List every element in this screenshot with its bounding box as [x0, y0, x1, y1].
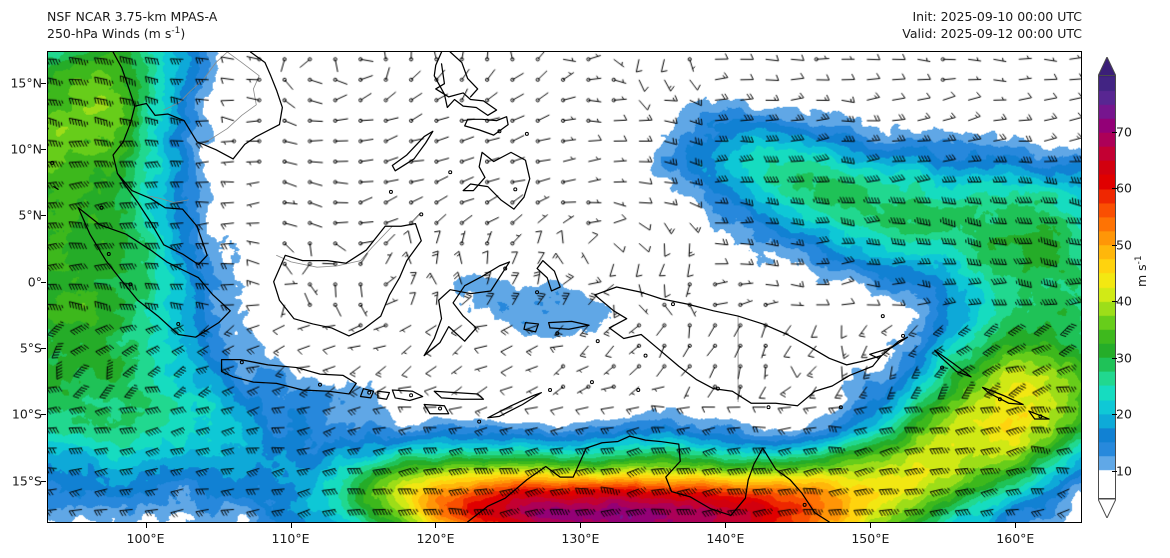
colorbar-tick-label-4: 50: [1116, 237, 1132, 253]
lon-tick-label-2: 120°E: [416, 531, 455, 546]
colorbar-tick-mark-6: [1112, 131, 1117, 133]
init-time-label: Init: 2025-09-10 00:00 UTC: [912, 9, 1082, 24]
title-line-1: NSF NCAR 3.75-km MPAS-A: [47, 9, 218, 24]
lon-tick-label-1: 110°E: [271, 531, 310, 546]
lon-tick-mark-1: [290, 523, 292, 528]
colorbar[interactable]: [1098, 57, 1116, 518]
colorbar-tick-label-5: 60: [1116, 180, 1132, 196]
lat-tick-label-2: 5°N: [18, 207, 42, 223]
colorbar-tick-label-3: 40: [1116, 293, 1132, 309]
lat-tick-mark-5: [41, 414, 46, 416]
lat-tick-label-1: 10°N: [10, 141, 42, 157]
map-plot-area[interactable]: [47, 51, 1082, 523]
colorbar-under-arrow: [1098, 499, 1116, 518]
lat-tick-mark-3: [41, 281, 46, 283]
lat-tick-mark-4: [41, 347, 46, 349]
lon-tick-mark-4: [725, 523, 727, 528]
lon-tick-mark-3: [580, 523, 582, 528]
title-line-2: 250-hPa Winds (m s-1): [47, 25, 186, 41]
figure-title: NSF NCAR 3.75-km MPAS-A 250-hPa Winds (m …: [47, 8, 217, 42]
colorbar-tick-label-2: 30: [1116, 350, 1132, 366]
colorbar-tick-label-6: 70: [1116, 124, 1132, 140]
lat-tick-mark-6: [41, 480, 46, 482]
lat-tick-label-5: 10°S: [11, 406, 42, 422]
colorbar-gradient: [1098, 75, 1116, 499]
colorbar-tick-label-0: 10: [1116, 463, 1132, 479]
colorbar-unit-label: m s-1: [1133, 255, 1149, 287]
colorbar-over-arrow: [1098, 57, 1116, 76]
lon-tick-label-3: 130°E: [561, 531, 600, 546]
colorbar-tick-label-1: 20: [1116, 406, 1132, 422]
lat-tick-label-6: 15°S: [11, 473, 42, 489]
colorbar-tick-mark-0: [1112, 470, 1117, 472]
longitude-axis: 100°E 110°E 120°E 130°E 140°E 150°E 160°E: [0, 527, 1170, 557]
valid-time-label: Valid: 2025-09-12 00:00 UTC: [902, 26, 1082, 41]
lon-tick-mark-5: [870, 523, 872, 528]
lon-tick-mark-6: [1015, 523, 1017, 528]
lat-tick-mark-2: [41, 215, 46, 217]
colorbar-tick-mark-3: [1112, 301, 1117, 303]
latitude-axis: 15°N 10°N 5°N 0° 5°S 10°S 15°S: [0, 0, 42, 558]
lat-tick-label-4: 5°S: [19, 340, 42, 356]
lon-tick-label-4: 140°E: [706, 531, 745, 546]
wind-barb-overlay: [48, 52, 1081, 522]
colorbar-tick-mark-2: [1112, 357, 1117, 359]
lat-tick-mark-0: [41, 82, 46, 84]
lat-tick-label-0: 15°N: [10, 75, 42, 91]
lon-tick-label-0: 100°E: [126, 531, 165, 546]
lon-tick-label-6: 160°E: [996, 531, 1035, 546]
lat-tick-mark-1: [41, 149, 46, 151]
colorbar-tick-mark-5: [1112, 188, 1117, 190]
lat-tick-label-3: 0°: [27, 274, 42, 290]
forecast-timestamps: Init: 2025-09-10 00:00 UTC Valid: 2025-09…: [902, 8, 1082, 42]
lon-tick-mark-0: [145, 523, 147, 528]
colorbar-tick-mark-1: [1112, 414, 1117, 416]
title-units-exponent: -1: [171, 25, 181, 36]
lon-tick-label-5: 150°E: [851, 531, 890, 546]
colorbar-tick-mark-4: [1112, 244, 1117, 246]
lon-tick-mark-2: [435, 523, 437, 528]
